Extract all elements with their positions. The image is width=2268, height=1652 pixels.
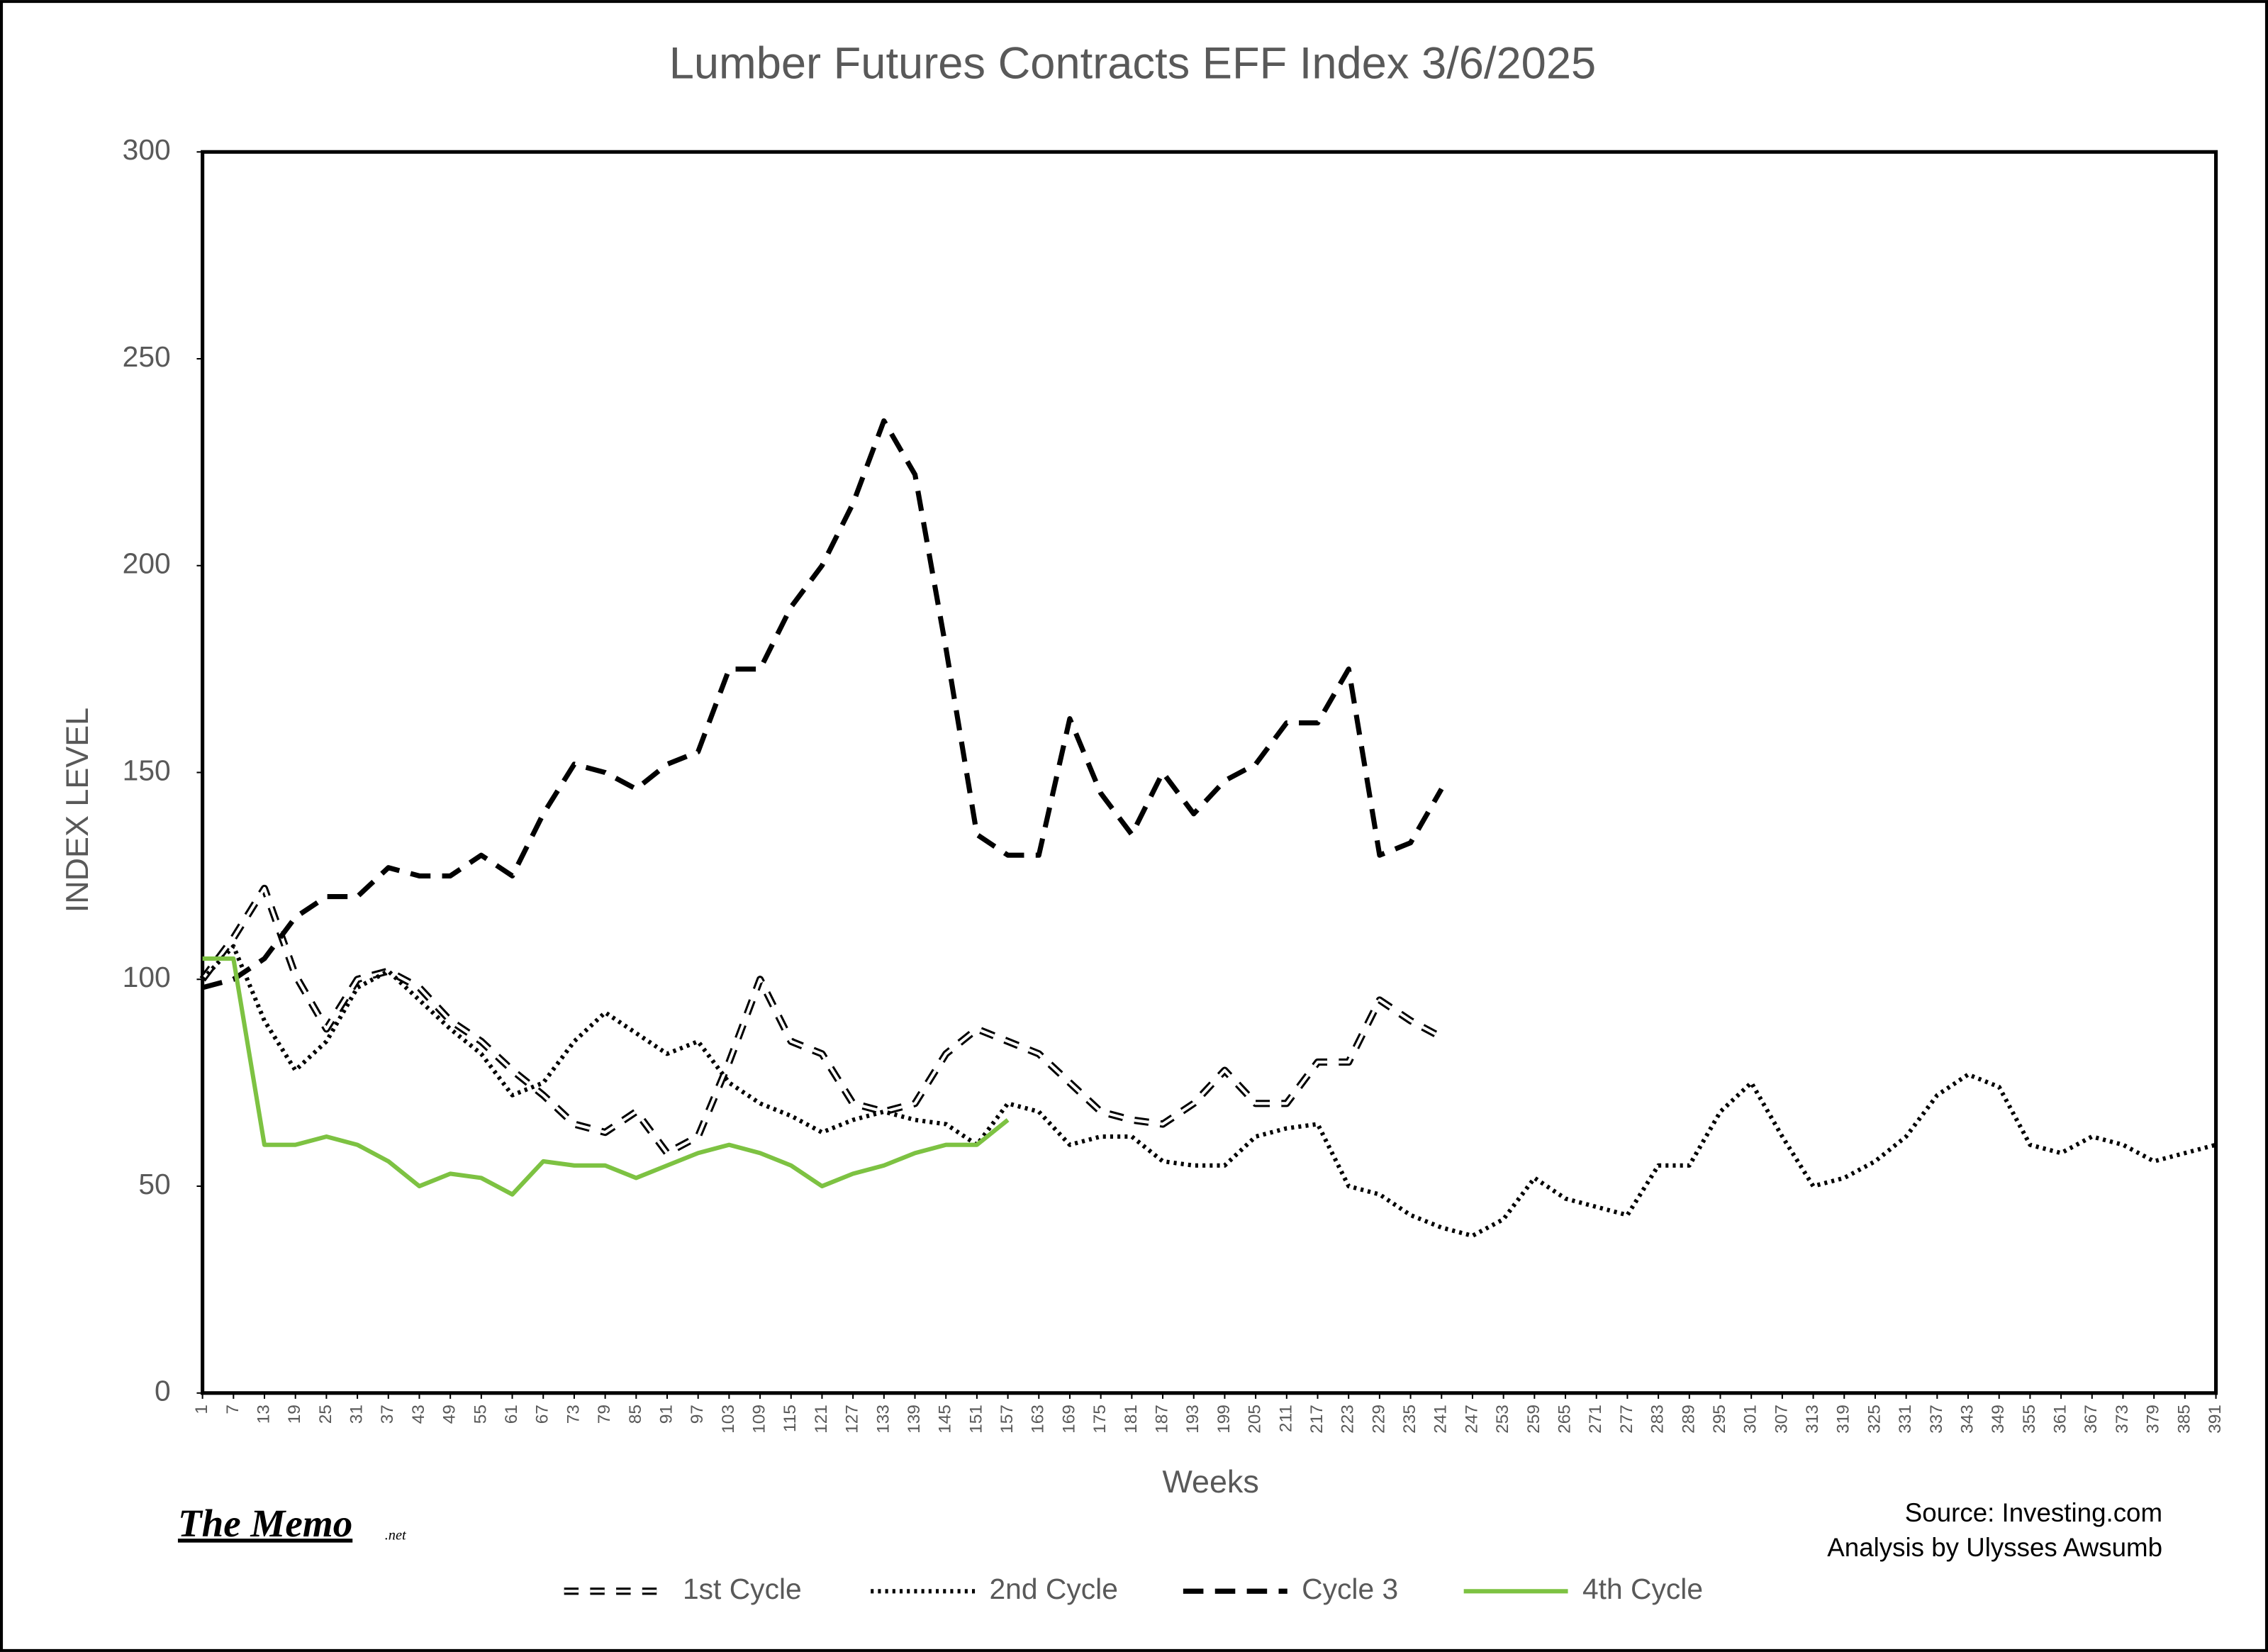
x-tick-label: 109 <box>750 1405 769 1434</box>
x-tick-label: 331 <box>1896 1405 1915 1434</box>
analysis-note: Analysis by Ulysses Awsumb <box>1827 1533 2162 1562</box>
x-tick-label: 235 <box>1400 1405 1419 1434</box>
x-tick-label: 199 <box>1214 1405 1234 1434</box>
x-tick-label: 49 <box>440 1405 459 1424</box>
x-tick-label: 391 <box>2206 1405 2225 1434</box>
x-tick-label: 61 <box>502 1405 521 1424</box>
x-tick-label: 151 <box>966 1405 985 1434</box>
x-tick-label: 31 <box>347 1405 367 1424</box>
y-tick-label: 150 <box>123 754 171 786</box>
x-tick-label: 79 <box>595 1405 614 1424</box>
x-tick-label: 307 <box>1772 1405 1791 1434</box>
series-line-inner <box>201 886 1443 1155</box>
x-tick-label: 139 <box>905 1405 924 1434</box>
x-tick-label: 259 <box>1524 1405 1543 1434</box>
chart-title: Lumber Futures Contracts EFF Index 3/6/2… <box>669 39 1596 89</box>
x-tick-label: 175 <box>1090 1405 1110 1434</box>
legend-label: 2nd Cycle <box>989 1573 1117 1605</box>
x-tick-label: 241 <box>1431 1405 1451 1434</box>
x-tick-label: 115 <box>781 1405 800 1432</box>
series-line <box>201 944 2217 1239</box>
x-tick-label: 1 <box>192 1405 211 1414</box>
y-tick-label: 50 <box>138 1168 170 1200</box>
x-tick-label: 367 <box>2082 1405 2101 1434</box>
x-tick-label: 217 <box>1307 1405 1326 1434</box>
x-tick-label: 361 <box>2051 1405 2070 1434</box>
x-tick-label: 205 <box>1246 1405 1265 1434</box>
x-tick-label: 181 <box>1122 1405 1141 1434</box>
series-line <box>201 418 1444 990</box>
brand: The Memo <box>178 1502 352 1545</box>
x-tick-label: 313 <box>1803 1405 1822 1434</box>
y-tick-label: 0 <box>155 1375 171 1407</box>
x-tick-label: 133 <box>873 1405 893 1434</box>
x-tick-label: 229 <box>1369 1405 1388 1434</box>
x-tick-label: 223 <box>1339 1405 1358 1434</box>
x-tick-label: 277 <box>1617 1405 1636 1434</box>
brand-suffix: .net <box>385 1527 407 1543</box>
x-tick-label: 373 <box>2113 1405 2132 1434</box>
x-tick-label: 103 <box>719 1405 738 1434</box>
x-tick-label: 85 <box>626 1405 645 1424</box>
x-tick-label: 169 <box>1059 1405 1078 1434</box>
x-tick-label: 25 <box>316 1405 335 1424</box>
x-tick-label: 67 <box>533 1405 552 1424</box>
x-tick-label: 253 <box>1493 1405 1512 1434</box>
x-tick-label: 385 <box>2174 1405 2194 1434</box>
x-tick-label: 55 <box>471 1405 490 1424</box>
x-axis-label: Weeks <box>1162 1463 1258 1500</box>
x-tick-label: 91 <box>657 1405 676 1424</box>
legend-label: Cycle 3 <box>1302 1573 1398 1605</box>
x-tick-label: 127 <box>843 1405 862 1434</box>
x-tick-label: 247 <box>1462 1405 1481 1434</box>
x-tick-label: 211 <box>1276 1405 1295 1432</box>
x-tick-label: 37 <box>378 1405 397 1424</box>
x-tick-label: 343 <box>1957 1405 1977 1434</box>
x-tick-label: 43 <box>409 1405 428 1424</box>
x-tick-label: 337 <box>1927 1405 1946 1434</box>
x-tick-label: 193 <box>1183 1405 1202 1434</box>
x-tick-label: 301 <box>1741 1405 1760 1434</box>
x-tick-label: 319 <box>1834 1405 1853 1434</box>
x-tick-label: 349 <box>1989 1405 2008 1434</box>
x-tick-label: 157 <box>998 1405 1017 1434</box>
y-tick-label: 100 <box>123 961 171 993</box>
x-tick-label: 355 <box>2020 1405 2039 1434</box>
series-line <box>202 956 1010 1197</box>
x-tick-label: 379 <box>2144 1405 2163 1434</box>
x-tick-label: 325 <box>1865 1405 1884 1434</box>
x-tick-label: 145 <box>936 1405 955 1434</box>
x-tick-label: 13 <box>254 1405 273 1424</box>
x-tick-label: 73 <box>564 1405 583 1424</box>
x-tick-label: 265 <box>1555 1405 1575 1434</box>
x-tick-label: 19 <box>285 1405 304 1424</box>
legend-label: 1st Cycle <box>683 1573 802 1605</box>
legend-label: 4th Cycle <box>1582 1573 1703 1605</box>
x-tick-label: 163 <box>1029 1405 1048 1434</box>
y-tick-label: 300 <box>123 133 171 166</box>
x-tick-label: 289 <box>1679 1405 1698 1434</box>
x-tick-label: 283 <box>1648 1405 1668 1434</box>
y-tick-label: 200 <box>123 547 171 580</box>
x-tick-label: 187 <box>1153 1405 1172 1434</box>
x-tick-label: 271 <box>1586 1405 1605 1434</box>
x-tick-label: 7 <box>223 1405 242 1414</box>
x-tick-label: 97 <box>688 1405 707 1424</box>
source-note: Source: Investing.com <box>1905 1498 2162 1527</box>
y-tick-label: 250 <box>123 340 171 373</box>
x-tick-label: 295 <box>1710 1405 1729 1434</box>
y-axis-label: INDEX LEVEL <box>59 708 95 912</box>
x-tick-label: 121 <box>812 1405 831 1434</box>
